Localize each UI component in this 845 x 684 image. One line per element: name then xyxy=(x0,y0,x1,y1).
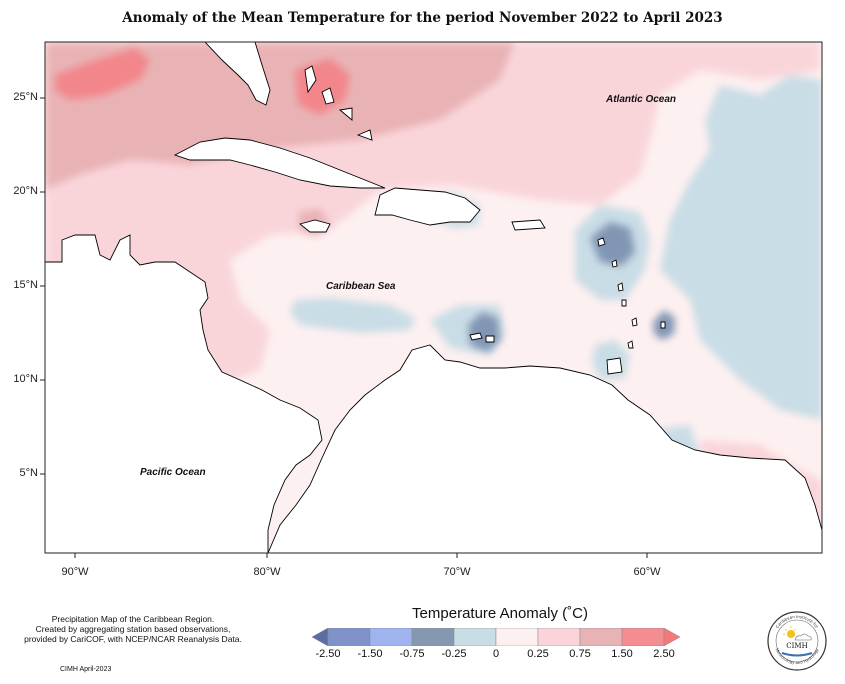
lon-label-90w: 90°W xyxy=(61,566,89,578)
sun-icon xyxy=(787,630,795,638)
logo-text: CIMH xyxy=(786,642,807,650)
legend-cell-lower-extend xyxy=(311,628,329,646)
legend-colorbar xyxy=(311,628,681,646)
legend-tick-label: -0.75 xyxy=(399,648,425,660)
warm-zone-north xyxy=(45,42,515,190)
cool-zone-central-caribbean xyxy=(290,298,415,333)
trinidad xyxy=(606,357,623,375)
abc-islands xyxy=(469,332,495,343)
lon-label-70w: 70°W xyxy=(443,566,471,578)
puerto-rico xyxy=(511,219,546,231)
lat-label-10n: 10°N xyxy=(13,373,38,385)
cuba xyxy=(173,137,386,189)
legend-tick-label: 0.25 xyxy=(527,648,549,660)
anomaly-field xyxy=(45,42,822,553)
legend-cell-upper-extend xyxy=(663,628,681,646)
credit-text: CIMH April-2023 xyxy=(60,666,112,673)
legend-tick-label: 2.50 xyxy=(653,648,675,660)
barbados xyxy=(660,321,666,329)
legend-tick-label: -2.50 xyxy=(315,648,341,660)
strong-warm-zone-gulf xyxy=(55,48,150,100)
legend-cell xyxy=(411,628,455,646)
legend-tick-label: -0.25 xyxy=(441,648,467,660)
legend-tick-label: 0 xyxy=(492,648,500,660)
atlantic-ocean-label: Atlantic Ocean xyxy=(606,94,677,105)
legend-tick-label: 1.50 xyxy=(611,648,633,660)
cool-zone-east xyxy=(660,75,822,420)
map-title: Anomaly of the Mean Temperature for the … xyxy=(122,10,723,26)
strong-cool-zone-leewards xyxy=(590,222,635,266)
legend-cell xyxy=(537,628,581,646)
cloud-icon xyxy=(794,633,812,641)
source-note: Precipitation Map of the Caribbean Regio… xyxy=(8,614,258,644)
legend-cell xyxy=(327,628,371,646)
source-line: Created by aggregating station based obs… xyxy=(35,624,231,634)
lesser-antilles xyxy=(597,237,638,349)
cimh-logo: CIMH Caribbean Institute for Meteorology… xyxy=(767,611,827,671)
bahamas xyxy=(304,65,373,141)
lon-label-60w: 60°W xyxy=(633,566,661,578)
lat-label-15n: 15°N xyxy=(13,279,38,291)
legend-title: Temperature Anomaly (˚C) xyxy=(412,605,588,622)
axis-ticks xyxy=(40,97,648,558)
legend-tick-label: 0.75 xyxy=(569,648,591,660)
map-frame xyxy=(44,41,823,554)
pacific-ocean-label: Pacific Ocean xyxy=(140,467,206,478)
legend-cell xyxy=(369,628,413,646)
legend-cell xyxy=(579,628,623,646)
caribbean-sea-label: Caribbean Sea xyxy=(326,281,396,292)
lat-label-25n: 25°N xyxy=(13,91,38,103)
jamaica xyxy=(299,219,331,233)
south-america xyxy=(267,344,822,553)
source-line: provided by CariCOF, with NCEP/NCAR Rean… xyxy=(24,634,242,644)
wave-icon xyxy=(781,652,813,657)
source-line: Precipitation Map of the Caribbean Regio… xyxy=(51,614,215,624)
legend-cell xyxy=(453,628,497,646)
legend-cell xyxy=(495,628,539,646)
land xyxy=(45,42,822,553)
legend-cell xyxy=(621,628,665,646)
hispaniola xyxy=(374,187,481,226)
central-america xyxy=(45,234,323,553)
lat-label-20n: 20°N xyxy=(13,185,38,197)
legend-tick-label: -1.50 xyxy=(357,648,383,660)
florida xyxy=(204,42,271,106)
lon-label-80w: 80°W xyxy=(253,566,281,578)
lat-label-5n: 5°N xyxy=(19,467,38,479)
